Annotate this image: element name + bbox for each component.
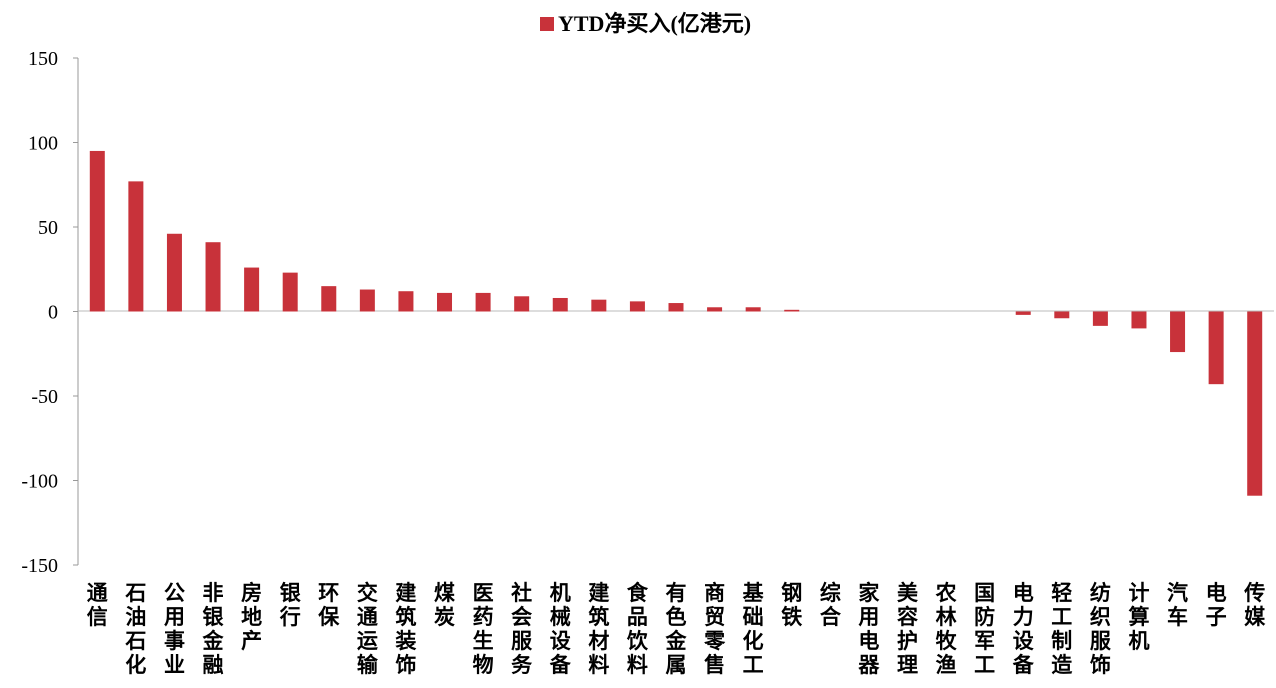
x-category-label: 传媒	[1243, 581, 1266, 629]
y-tick-label: -150	[21, 555, 58, 577]
x-category-label: 国防军工	[974, 581, 995, 677]
x-category-label: 公用事业	[164, 581, 185, 677]
x-category-label: 建筑材料	[588, 581, 609, 677]
x-category-label: 钢铁	[781, 581, 802, 629]
legend-swatch	[540, 17, 554, 31]
x-category-label: 银行	[279, 581, 302, 629]
bar	[244, 267, 260, 312]
bar	[707, 307, 723, 312]
x-category-label: 商贸零售	[703, 581, 726, 677]
bars	[89, 150, 1263, 496]
bar	[1054, 311, 1070, 319]
bar	[668, 303, 684, 312]
y-axis-ticks: 150 100 50 0 -50 -100 -150	[21, 48, 78, 577]
y-tick-label: 150	[28, 48, 58, 70]
x-category-label: 交通运输	[357, 581, 379, 677]
x-category-label: 有色金属	[665, 581, 688, 677]
bar	[552, 297, 568, 312]
bar	[591, 299, 607, 312]
x-category-label: 煤炭	[434, 581, 455, 629]
x-category-label: 美容护理	[897, 581, 918, 677]
bar	[1247, 311, 1263, 496]
x-category-label: 农林牧渔	[935, 581, 958, 677]
bar	[128, 181, 144, 312]
legend-label: YTD净买入(亿港元)	[558, 11, 751, 36]
bar	[321, 286, 337, 312]
x-category-label: 综合	[820, 581, 842, 629]
x-category-label: 房地产	[241, 581, 262, 653]
x-category-label: 石油石化	[124, 581, 146, 677]
x-category-label: 机械设备	[549, 581, 572, 677]
x-category-label: 电力设备	[1012, 581, 1035, 677]
bar	[282, 272, 298, 312]
x-category-label: 轻工制造	[1051, 581, 1073, 677]
y-tick-label: -50	[31, 386, 58, 408]
x-category-label: 社会服务	[510, 581, 533, 677]
bar	[1208, 311, 1224, 385]
bar	[437, 292, 453, 312]
x-category-label: 电子	[1206, 581, 1227, 629]
bar	[514, 296, 530, 312]
bar	[1170, 311, 1186, 353]
x-category-label: 家用电器	[857, 581, 880, 677]
x-category-label: 纺织服饰	[1090, 581, 1112, 677]
y-tick-label: -100	[21, 471, 58, 493]
x-category-label: 环保	[317, 581, 340, 629]
x-category-label: 通信	[87, 581, 108, 629]
x-category-label: 基础化工	[743, 581, 765, 677]
bar	[205, 242, 221, 312]
bar	[1092, 311, 1108, 326]
bar	[629, 301, 645, 312]
x-category-label: 计算机	[1128, 581, 1149, 653]
bar	[475, 292, 491, 312]
bar	[166, 233, 182, 312]
x-category-label: 汽车	[1167, 581, 1188, 629]
y-tick-label: 0	[48, 302, 58, 324]
bar	[89, 150, 105, 312]
y-tick-label: 50	[38, 217, 58, 239]
bar	[359, 289, 375, 312]
y-tick-label: 100	[28, 133, 58, 155]
legend: YTD净买入(亿港元)	[540, 11, 751, 36]
bar	[1131, 311, 1147, 329]
x-category-label: 建筑装饰	[395, 581, 416, 677]
bar	[784, 309, 800, 312]
bar	[1015, 311, 1031, 315]
category-labels: 通信石油石化公用事业非银金融房地产银行环保交通运输建筑装饰煤炭医药生物社会服务机…	[87, 581, 1266, 677]
x-category-label: 医药生物	[473, 581, 494, 677]
bar	[745, 307, 761, 312]
bar	[398, 291, 414, 312]
x-category-label: 非银金融	[202, 581, 225, 677]
x-category-label: 食品饮料	[626, 581, 649, 677]
